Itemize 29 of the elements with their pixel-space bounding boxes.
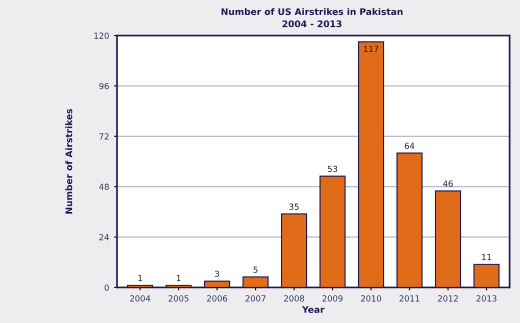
data-label: 53 [328,166,338,172]
data-label: 1 [138,275,142,282]
data-label: 35 [289,204,299,210]
data-label: 11 [482,254,492,260]
y-axis-title: Number of Airstrikes [65,108,72,214]
y-tick-label: 0 [104,284,109,291]
x-tick-label: 2011 [400,295,420,302]
y-tick-label: 24 [99,234,109,240]
y-tick-label: 96 [99,82,109,90]
data-label: 3 [215,270,220,278]
data-label: 46 [443,180,453,187]
data-label: 5 [254,266,258,273]
x-tick-label: 2012 [438,295,458,302]
x-tick-label: 2005 [168,295,188,302]
x-tick-label: 2008 [284,295,304,302]
x-tick-label: 2007 [246,295,266,302]
x-axis-title: Year [302,306,324,313]
data-label: 64 [404,142,414,149]
data-label: 1 [176,275,180,282]
x-tick-label: 2010 [361,295,382,302]
y-tick-label: 48 [99,184,109,190]
chart-title: Number of US Airstrikes in Pakistan 2004 - 2013 [222,8,403,28]
x-tick-label: 2009 [322,295,343,302]
y-tick-label: 72 [99,133,109,140]
x-tick-label: 2004 [130,295,150,302]
data-label: 117 [364,46,378,52]
x-tick-label: 2013 [476,295,496,302]
y-tick-label: 120 [94,32,109,39]
x-tick-label: 2006 [207,295,228,302]
